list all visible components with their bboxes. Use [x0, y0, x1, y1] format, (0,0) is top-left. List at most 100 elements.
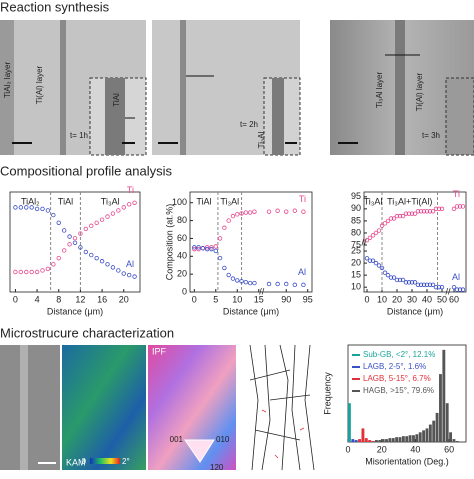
data-point	[376, 228, 382, 233]
data-point	[252, 209, 257, 214]
x-axis-label: Distance (μm)	[387, 306, 443, 316]
data-point	[105, 214, 110, 219]
data-point	[110, 211, 116, 216]
data-point	[78, 245, 83, 250]
data-point	[209, 246, 214, 252]
data-point	[400, 213, 406, 219]
layer-label: Ti₃Al layer	[375, 72, 384, 109]
histogram-bar	[391, 438, 395, 442]
ipf-map: IPF 001 010 120	[148, 345, 236, 472]
histogram-bar	[408, 435, 412, 442]
series-label: Al	[126, 259, 134, 269]
x-tick-label: 4	[35, 294, 40, 304]
colorbar-label: 0	[82, 457, 87, 466]
data-point	[83, 249, 89, 255]
data-point	[243, 279, 249, 285]
x-tick-label: 8	[56, 294, 61, 304]
x-tick-label: 90	[281, 294, 291, 304]
data-point	[412, 211, 418, 216]
data-point	[415, 282, 421, 287]
plot-frame	[363, 191, 467, 293]
plot-frame	[9, 191, 141, 293]
layer-label: Ti(Al) layer	[415, 72, 424, 111]
histogram-bar	[445, 403, 449, 442]
data-point	[406, 211, 412, 216]
section-title: Reaction synthesis	[0, 0, 110, 14]
data-point	[126, 202, 132, 207]
data-point	[406, 280, 412, 285]
data-point	[226, 272, 231, 278]
data-point	[400, 277, 406, 283]
y-tick-label: 20	[177, 269, 187, 279]
histogram-bar	[358, 439, 361, 442]
data-point	[457, 287, 463, 292]
data-point	[292, 282, 298, 288]
histogram-bar	[348, 403, 351, 442]
data-point	[275, 281, 280, 287]
data-point	[364, 256, 370, 261]
phase-label: TiAl₂	[21, 196, 40, 206]
x-tick-label: 0	[345, 444, 350, 454]
data-point	[403, 280, 409, 285]
data-point	[45, 208, 51, 213]
histogram-bar	[364, 438, 368, 442]
y-tick-label: 15	[351, 270, 361, 280]
section-title: Compositional profile analysis	[0, 163, 172, 178]
data-point	[379, 223, 385, 228]
gb-map	[240, 344, 320, 471]
histogram-bar	[351, 439, 355, 442]
data-point	[34, 206, 40, 212]
data-point	[217, 236, 223, 241]
data-point	[121, 205, 126, 210]
series-label: Ti	[453, 189, 460, 199]
axis-break: //	[259, 286, 265, 296]
histogram-bar	[455, 441, 459, 442]
y-tick-label: 20	[351, 257, 361, 267]
data-point	[367, 235, 373, 240]
legend-label: LAGB, 2-5°, 1.6%	[363, 362, 426, 371]
data-point	[18, 269, 24, 275]
x-tick-label: 15	[254, 294, 264, 304]
layer-label: TiAl₃ layer	[3, 62, 12, 99]
data-point	[424, 209, 430, 214]
data-point	[385, 218, 391, 224]
data-point	[132, 200, 137, 205]
data-point	[385, 272, 391, 278]
data-point	[209, 245, 214, 250]
histogram-bar	[395, 437, 399, 442]
data-point	[67, 242, 72, 247]
data-point	[24, 269, 29, 275]
layer-label: Ti₃Al	[257, 131, 266, 148]
data-point	[382, 221, 388, 226]
histogram-bar	[425, 428, 429, 442]
data-point	[192, 246, 197, 252]
histogram-bar	[401, 436, 405, 442]
colorbar-label: 2°	[122, 457, 130, 466]
data-point	[394, 213, 400, 219]
data-point	[247, 280, 253, 286]
x-tick-label: 16	[97, 294, 107, 304]
data-point	[397, 277, 403, 283]
legend-label: HAGB, >15°, 79.6%	[363, 386, 434, 395]
histogram-bar	[422, 430, 426, 442]
y-tick-label: 0	[182, 286, 187, 296]
data-point	[373, 260, 379, 266]
data-point	[409, 280, 415, 285]
data-point	[284, 281, 289, 287]
histogram-bar	[428, 424, 432, 442]
data-point	[94, 220, 99, 225]
data-point	[121, 271, 126, 276]
histogram-bar	[442, 349, 446, 442]
micrograph: Ti₃Al layer Ti(Al) layer t= 3h	[330, 20, 474, 156]
histogram-bar	[432, 420, 436, 442]
phase-label: Ti₃Al	[220, 196, 239, 206]
data-point	[457, 204, 463, 209]
data-point	[421, 209, 427, 214]
data-point	[266, 281, 272, 287]
axis-break: //	[445, 286, 451, 296]
x-tick-label: 40	[410, 444, 420, 454]
time-label: t= 3h	[422, 131, 440, 140]
data-point	[382, 270, 388, 275]
x-axis-label: Misorientation (Deg.)	[365, 456, 449, 466]
